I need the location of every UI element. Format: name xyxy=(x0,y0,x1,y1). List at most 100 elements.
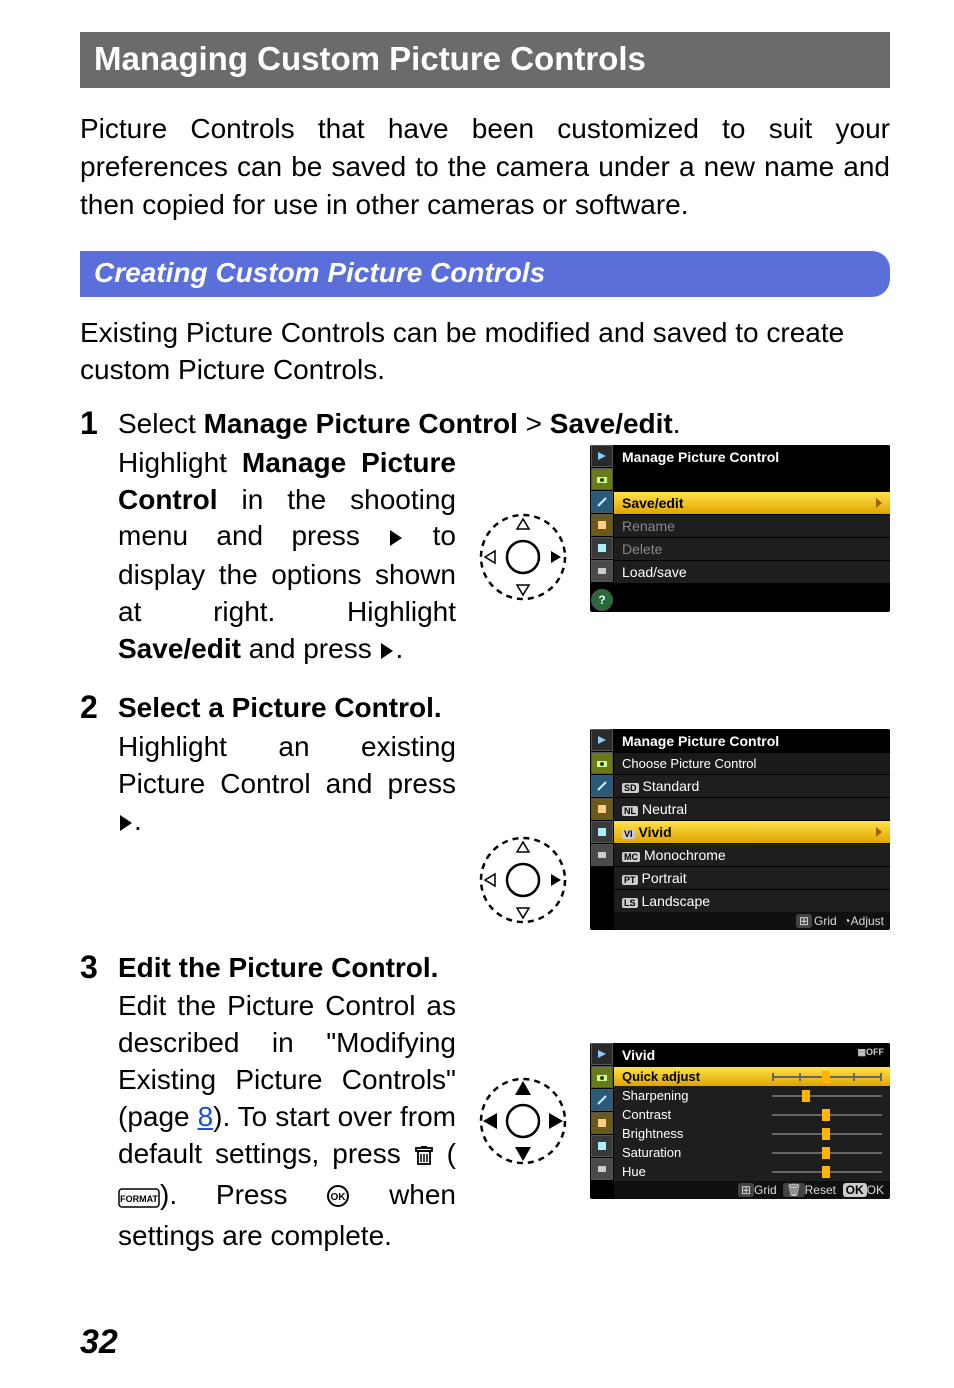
row-arrow-icon xyxy=(876,498,882,508)
t1e: . xyxy=(395,633,403,664)
lcd3-row-quickadjust: Quick adjust xyxy=(614,1067,890,1086)
lcd3-r4: Saturation xyxy=(622,1145,681,1160)
svg-text:OK: OK xyxy=(331,1192,347,1203)
f3o: OK xyxy=(867,1183,884,1197)
tab-retouch-icon xyxy=(591,1112,613,1134)
lcd3-row-saturation: Saturation xyxy=(614,1143,890,1162)
step-2-heading: Select a Picture Control. xyxy=(118,690,890,726)
badge-sd: SD xyxy=(622,783,639,793)
lcd2-title: Manage Picture Control xyxy=(614,729,890,753)
foot-grid: Grid xyxy=(814,914,837,928)
tab-retouch-icon xyxy=(591,514,613,536)
lcd1-title: Manage Picture Control xyxy=(614,445,890,469)
lcd2-subtitle: Choose Picture Control xyxy=(614,753,890,774)
zoom-badge-icon: ⊞ xyxy=(796,914,812,928)
trash-icon xyxy=(414,1140,434,1177)
tab-camera-icon xyxy=(591,1066,613,1088)
off-badge: ▦OFF xyxy=(858,1047,885,1063)
t2b: . xyxy=(134,805,142,836)
dpad-right-icon xyxy=(468,507,578,607)
lcd-screenshot-2: Manage Picture Control Choose Picture Co… xyxy=(590,729,890,930)
lcd2-row-monochrome: MC Monochrome xyxy=(614,843,890,866)
lead-paragraph: Existing Picture Controls can be modifie… xyxy=(80,315,890,388)
step-3-text: Edit the Picture Control as described in… xyxy=(118,988,456,1255)
page-link-8[interactable]: 8 xyxy=(198,1101,214,1132)
lcd1-row-rename: Rename xyxy=(614,514,890,537)
tab-camera-icon xyxy=(591,752,613,774)
s3h: Edit the Picture Control. xyxy=(118,952,438,983)
lcd2-r5: Landscape xyxy=(642,893,711,909)
lcd2-r0: Standard xyxy=(643,778,700,794)
ok-button-icon: OK xyxy=(326,1181,350,1218)
lcd3-t: Vivid xyxy=(622,1047,655,1063)
page-number: 32 xyxy=(80,1323,118,1362)
lcd2-row-vivid: VI Vivid xyxy=(614,820,890,843)
badge-vi: VI xyxy=(622,829,635,839)
lcd-tabs xyxy=(590,1043,614,1199)
lcd3-row-hue: Hue xyxy=(614,1162,890,1181)
dpad-all-icon xyxy=(468,1071,578,1171)
lcd1-r3: Load/save xyxy=(622,564,687,580)
lcd3-r3: Brightness xyxy=(622,1126,683,1141)
tab-custom-icon xyxy=(591,1135,613,1157)
tab-play-icon xyxy=(591,729,613,751)
lcd3-row-sharpening: Sharpening xyxy=(614,1086,890,1105)
lcd-tabs xyxy=(590,729,614,930)
lcd2-row-neutral: NL Neutral xyxy=(614,797,890,820)
clock-icon: ◔ xyxy=(843,914,850,928)
step-2-text: Highlight an existing Picture Control an… xyxy=(118,729,456,842)
lcd2-row-portrait: PTPortrait xyxy=(614,866,890,889)
ok-badge-icon: OK xyxy=(843,1183,867,1197)
lcd2-r3: Monochrome xyxy=(644,847,726,863)
t3c: . Press xyxy=(169,1179,326,1210)
lcd2-r4: Portrait xyxy=(642,870,687,886)
tab-recent-icon xyxy=(591,1158,613,1180)
tab-pencil-icon xyxy=(591,775,613,797)
lcd1-row-delete: Delete xyxy=(614,537,890,560)
lcd3-row-brightness: Brightness xyxy=(614,1124,890,1143)
t1a: Highlight xyxy=(118,447,242,478)
lcd2-r1: Neutral xyxy=(642,801,687,817)
t1d: and press xyxy=(241,633,380,664)
step-number: 3 xyxy=(80,950,118,1255)
tab-pencil-icon xyxy=(591,491,613,513)
tab-play-icon xyxy=(591,445,613,467)
dpad-right-icon xyxy=(468,830,578,930)
t1b2: Save/edit xyxy=(118,633,241,664)
lcd3-r2: Contrast xyxy=(622,1107,671,1122)
zoom-badge-icon: ⊞ xyxy=(738,1183,754,1197)
lcd2-footer: ⊞Grid ◔Adjust xyxy=(614,912,890,930)
lcd1-r2: Delete xyxy=(622,541,662,557)
intro-paragraph: Picture Controls that have been customiz… xyxy=(80,110,890,223)
tab-play-icon xyxy=(591,1043,613,1065)
tab-custom-icon xyxy=(591,537,613,559)
lcd3-r5: Hue xyxy=(622,1164,646,1179)
lcd1-row-loadsave: Load/save xyxy=(614,560,890,583)
badge-nl: NL xyxy=(622,806,638,816)
lcd-screenshot-1: ? Manage Picture Control Save/edit Renam… xyxy=(590,445,890,612)
lcd1-r0: Save/edit xyxy=(622,495,683,511)
tab-recent-icon xyxy=(591,844,613,866)
s2h: Select a Picture Control. xyxy=(118,692,442,723)
lcd2-r2: Vivid xyxy=(639,824,672,840)
step-1-text: Highlight Manage Picture Control in the … xyxy=(118,445,456,671)
badge-mc: MC xyxy=(622,852,640,862)
lcd-tabs: ? xyxy=(590,445,614,612)
lcd1-row-saveedit: Save/edit xyxy=(614,491,890,514)
step-1-head-post: . xyxy=(673,408,681,439)
step-3: 3 Edit the Picture Control. Edit the Pic… xyxy=(80,950,890,1255)
tab-retouch-icon xyxy=(591,798,613,820)
lcd3-r1: Sharpening xyxy=(622,1088,689,1103)
step-2: 2 Select a Picture Control. Highlight an… xyxy=(80,690,890,929)
tab-pencil-icon xyxy=(591,1089,613,1111)
f3r: Reset xyxy=(805,1183,836,1197)
format-button-icon: FORMAT xyxy=(118,1181,160,1218)
right-arrow-icon xyxy=(379,633,395,670)
lcd3-row-contrast: Contrast xyxy=(614,1105,890,1124)
step-1-head-mid: > xyxy=(518,408,550,439)
subsection-heading: Creating Custom Picture Controls xyxy=(80,251,890,297)
step-number: 2 xyxy=(80,690,118,929)
foot-adj: Adjust xyxy=(851,914,884,928)
lcd3-title: Vivid ▦OFF xyxy=(614,1043,890,1067)
tab-recent-icon xyxy=(591,560,613,582)
